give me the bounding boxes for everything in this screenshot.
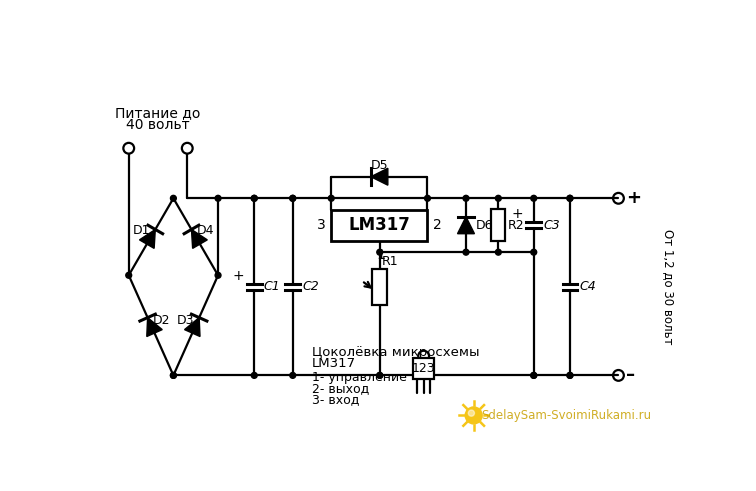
Polygon shape	[457, 217, 475, 234]
Circle shape	[328, 195, 334, 201]
Circle shape	[376, 373, 383, 379]
Text: +: +	[626, 190, 641, 207]
Circle shape	[567, 373, 573, 379]
Text: C4: C4	[580, 280, 596, 293]
Text: D6: D6	[476, 218, 494, 232]
Circle shape	[251, 373, 257, 379]
Circle shape	[290, 195, 296, 201]
Circle shape	[468, 410, 475, 416]
Circle shape	[531, 373, 537, 379]
Text: +: +	[512, 207, 523, 221]
Circle shape	[251, 195, 257, 201]
Text: LM317: LM317	[349, 216, 411, 234]
Text: C3: C3	[544, 218, 560, 232]
Circle shape	[567, 195, 573, 201]
Circle shape	[251, 195, 257, 201]
Text: 123: 123	[412, 362, 435, 375]
Polygon shape	[184, 318, 200, 336]
Text: C2: C2	[302, 280, 319, 293]
Circle shape	[567, 373, 573, 379]
Circle shape	[531, 249, 537, 255]
Text: SdelaySam-SvoimiRukami.ru: SdelaySam-SvoimiRukami.ru	[481, 409, 651, 422]
Circle shape	[463, 249, 469, 255]
Text: 40 вольт: 40 вольт	[126, 118, 190, 132]
Circle shape	[290, 195, 296, 201]
Circle shape	[215, 273, 221, 278]
Circle shape	[376, 249, 383, 255]
Polygon shape	[371, 168, 388, 185]
Circle shape	[170, 373, 176, 379]
Circle shape	[463, 195, 469, 201]
Circle shape	[531, 373, 537, 379]
Text: D1: D1	[132, 224, 150, 238]
Circle shape	[376, 373, 383, 379]
Circle shape	[215, 195, 221, 201]
Bar	[491, 209, 505, 242]
Circle shape	[290, 373, 296, 379]
Text: 2: 2	[433, 218, 442, 232]
Circle shape	[531, 195, 537, 201]
Polygon shape	[147, 318, 163, 336]
Text: 1: 1	[376, 247, 386, 262]
Text: 3: 3	[317, 218, 326, 232]
Circle shape	[495, 195, 501, 201]
Bar	[331, 210, 427, 241]
Text: R1: R1	[381, 255, 398, 268]
Text: D5: D5	[370, 160, 388, 172]
Text: Питание до: Питание до	[116, 107, 200, 121]
Text: +: +	[232, 269, 244, 283]
Text: Цоколёвка микросхемы: Цоколёвка микросхемы	[312, 346, 479, 359]
Text: От 1,2 до 30 вольт: От 1,2 до 30 вольт	[662, 229, 675, 345]
Text: –: –	[626, 366, 635, 384]
Text: D2: D2	[153, 314, 170, 327]
Circle shape	[465, 407, 482, 424]
Text: 1- управление: 1- управление	[312, 371, 407, 384]
Text: D4: D4	[197, 224, 215, 238]
Circle shape	[425, 195, 430, 201]
Text: LM317: LM317	[312, 357, 356, 370]
Circle shape	[170, 195, 176, 201]
Text: 2- выход: 2- выход	[312, 382, 369, 395]
Text: D3: D3	[176, 314, 194, 327]
Polygon shape	[191, 229, 207, 248]
Circle shape	[567, 195, 573, 201]
Bar	[373, 269, 387, 304]
Circle shape	[495, 249, 501, 255]
Circle shape	[125, 273, 132, 278]
Circle shape	[170, 373, 176, 379]
Bar	[413, 357, 435, 379]
Text: R2: R2	[507, 218, 524, 232]
Text: C1: C1	[264, 280, 280, 293]
Text: 3- вход: 3- вход	[312, 393, 359, 406]
Polygon shape	[140, 229, 155, 248]
